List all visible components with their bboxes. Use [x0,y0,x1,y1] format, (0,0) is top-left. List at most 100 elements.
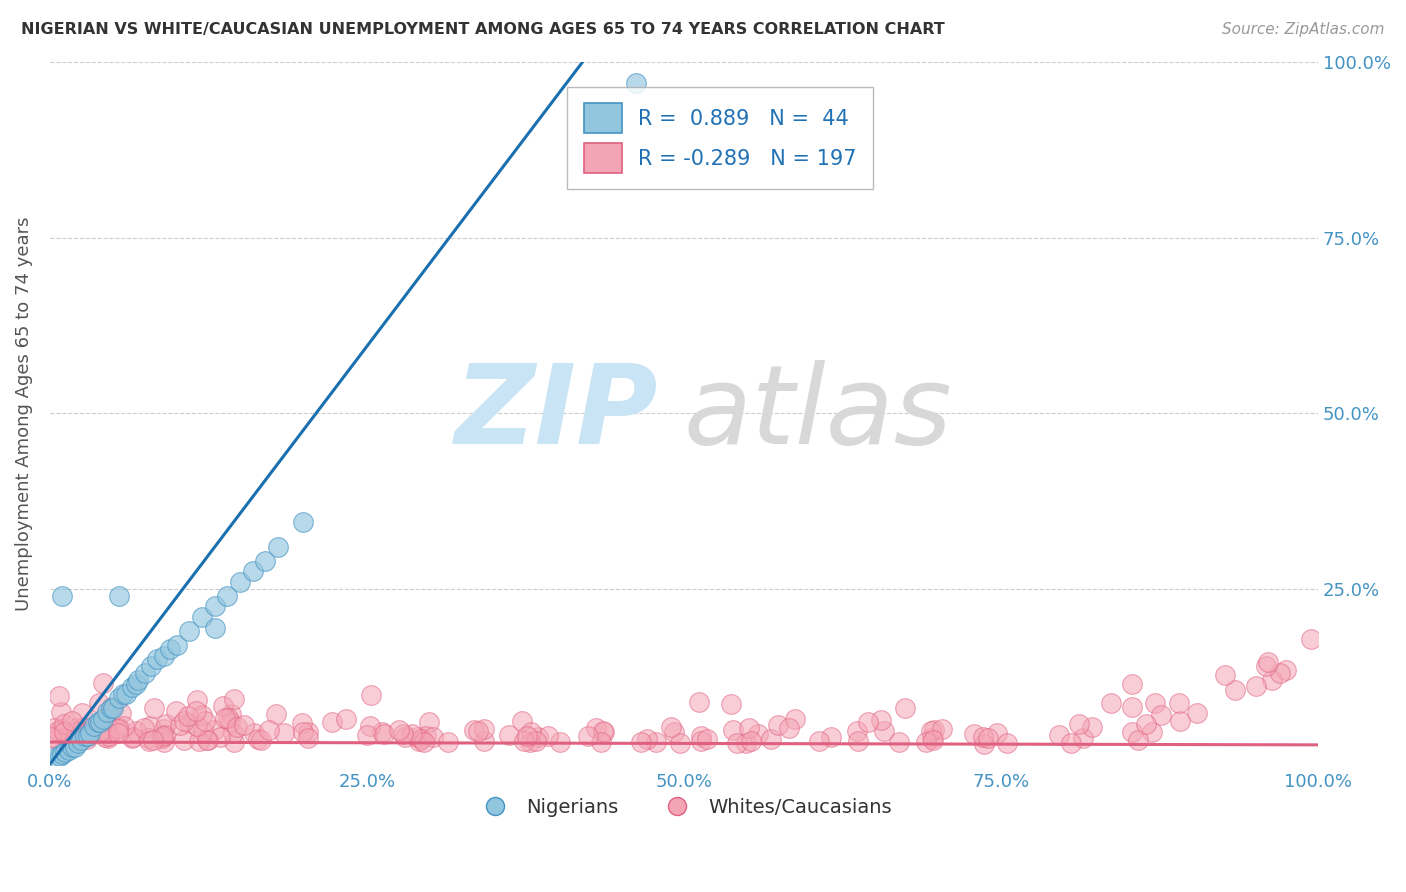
Point [91,712,114,726]
Point [778,721,800,735]
Point [659,720,682,734]
Point [922,723,945,738]
Point [645,735,668,749]
Point [51,589,73,603]
Point [107,725,129,739]
Point [1121,700,1143,714]
Point [297,731,319,746]
Point [335,712,357,726]
Point [630,735,652,749]
Point [138,719,160,733]
Point [224,735,246,749]
Point [70,706,93,721]
Point [394,731,416,745]
Point [688,695,710,709]
Point [297,725,319,739]
Point [889,735,911,749]
Point [422,730,444,744]
Point [79,724,101,739]
Point [142,701,165,715]
Point [373,727,395,741]
Point [356,728,378,742]
Point [96,731,118,746]
Point [510,714,533,728]
Point [550,735,572,749]
Point [740,734,762,748]
Point [690,729,713,743]
Point [108,721,131,735]
Point [150,731,173,745]
Text: atlas: atlas [683,359,952,467]
Point [132,722,155,736]
Point [73,720,96,734]
Point [1069,716,1091,731]
Point [125,723,148,738]
Point [415,730,437,744]
Point [922,732,945,747]
Point [76,729,98,743]
Point [246,731,269,746]
Point [155,728,177,742]
Point [747,727,769,741]
Point [121,680,143,694]
Point [165,704,187,718]
Point [1275,663,1298,677]
Point [122,731,145,745]
Point [846,734,869,748]
Point [962,727,984,741]
Point [67,733,90,747]
Point [1071,731,1094,745]
Point [472,734,495,748]
Point [166,638,188,652]
Point [94,730,117,744]
Point [66,736,89,750]
Point [191,708,214,723]
Point [65,721,87,735]
Point [1223,682,1246,697]
Point [94,710,117,724]
Point [108,690,131,705]
Point [110,706,132,720]
Point [76,730,98,744]
Point [624,76,647,90]
Point [858,715,880,730]
Point [186,693,208,707]
Point [1254,659,1277,673]
Point [204,723,226,737]
Point [159,641,181,656]
Point [725,736,748,750]
Point [264,707,287,722]
Point [636,731,658,746]
Point [79,726,101,740]
Text: Source: ZipAtlas.com: Source: ZipAtlas.com [1222,22,1385,37]
Point [204,599,226,614]
Point [418,715,440,730]
Point [401,727,423,741]
Point [360,688,382,702]
Point [219,714,242,729]
Point [195,733,218,747]
Point [51,747,73,761]
Point [39,730,62,744]
Point [467,723,489,738]
Point [107,723,129,737]
Point [371,725,394,739]
Point [226,720,249,734]
Point [576,729,599,743]
Point [48,689,70,703]
Point [1143,696,1166,710]
Point [513,734,536,748]
Point [808,733,831,747]
Point [254,554,277,568]
Point [1168,714,1191,728]
Point [259,723,281,737]
Point [52,725,75,739]
Point [125,677,148,691]
Point [738,721,761,735]
Point [186,704,208,718]
Point [1257,655,1279,669]
Point [229,574,252,589]
Point [63,739,86,754]
Point [413,735,436,749]
Point [42,721,65,735]
